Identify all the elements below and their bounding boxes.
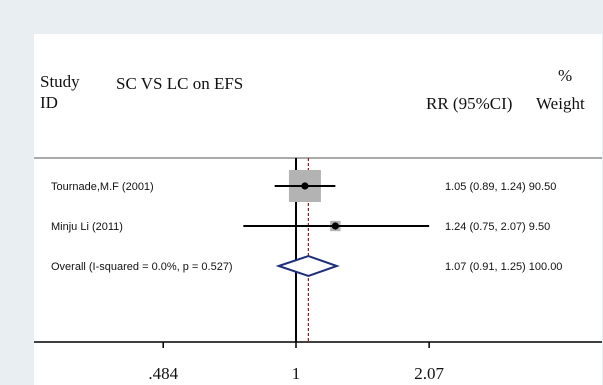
x-tick-label: 1: [292, 364, 301, 383]
header-weight-label: Weight: [536, 94, 585, 113]
study-label: Minju Li (2011): [51, 221, 123, 233]
header-study-label: Study: [40, 72, 80, 91]
overall-estimate-text: 1.07 (0.91, 1.25) 100.00: [445, 261, 562, 273]
chart-title: SC VS LC on EFS: [116, 74, 244, 93]
study-point-estimate: [331, 222, 339, 230]
overall-diamond: [275, 254, 340, 278]
overall-label: Overall (I-squared = 0.0%, p = 0.527): [51, 261, 233, 273]
study-estimate-text: 1.05 (0.89, 1.24) 90.50: [445, 181, 556, 193]
study-label: Tournade,M.F (2001): [51, 181, 154, 193]
header-id-label: ID: [40, 93, 58, 112]
forest-plot-panel: Study ID SC VS LC on EFS RR (95%CI) % We…: [34, 34, 602, 385]
x-tick-label: 2.07: [414, 364, 444, 383]
header-effect-label: RR (95%CI): [426, 94, 513, 113]
header-percent-label: %: [558, 66, 573, 85]
study-estimate-text: 1.24 (0.75, 2.07) 9.50: [445, 221, 550, 233]
x-tick-label: .484: [148, 364, 178, 383]
study-point-estimate: [301, 182, 309, 190]
forest-plot-svg: Tournade,M.F (2001) 1.05 (0.89, 1.24) 90.…: [34, 157, 602, 383]
